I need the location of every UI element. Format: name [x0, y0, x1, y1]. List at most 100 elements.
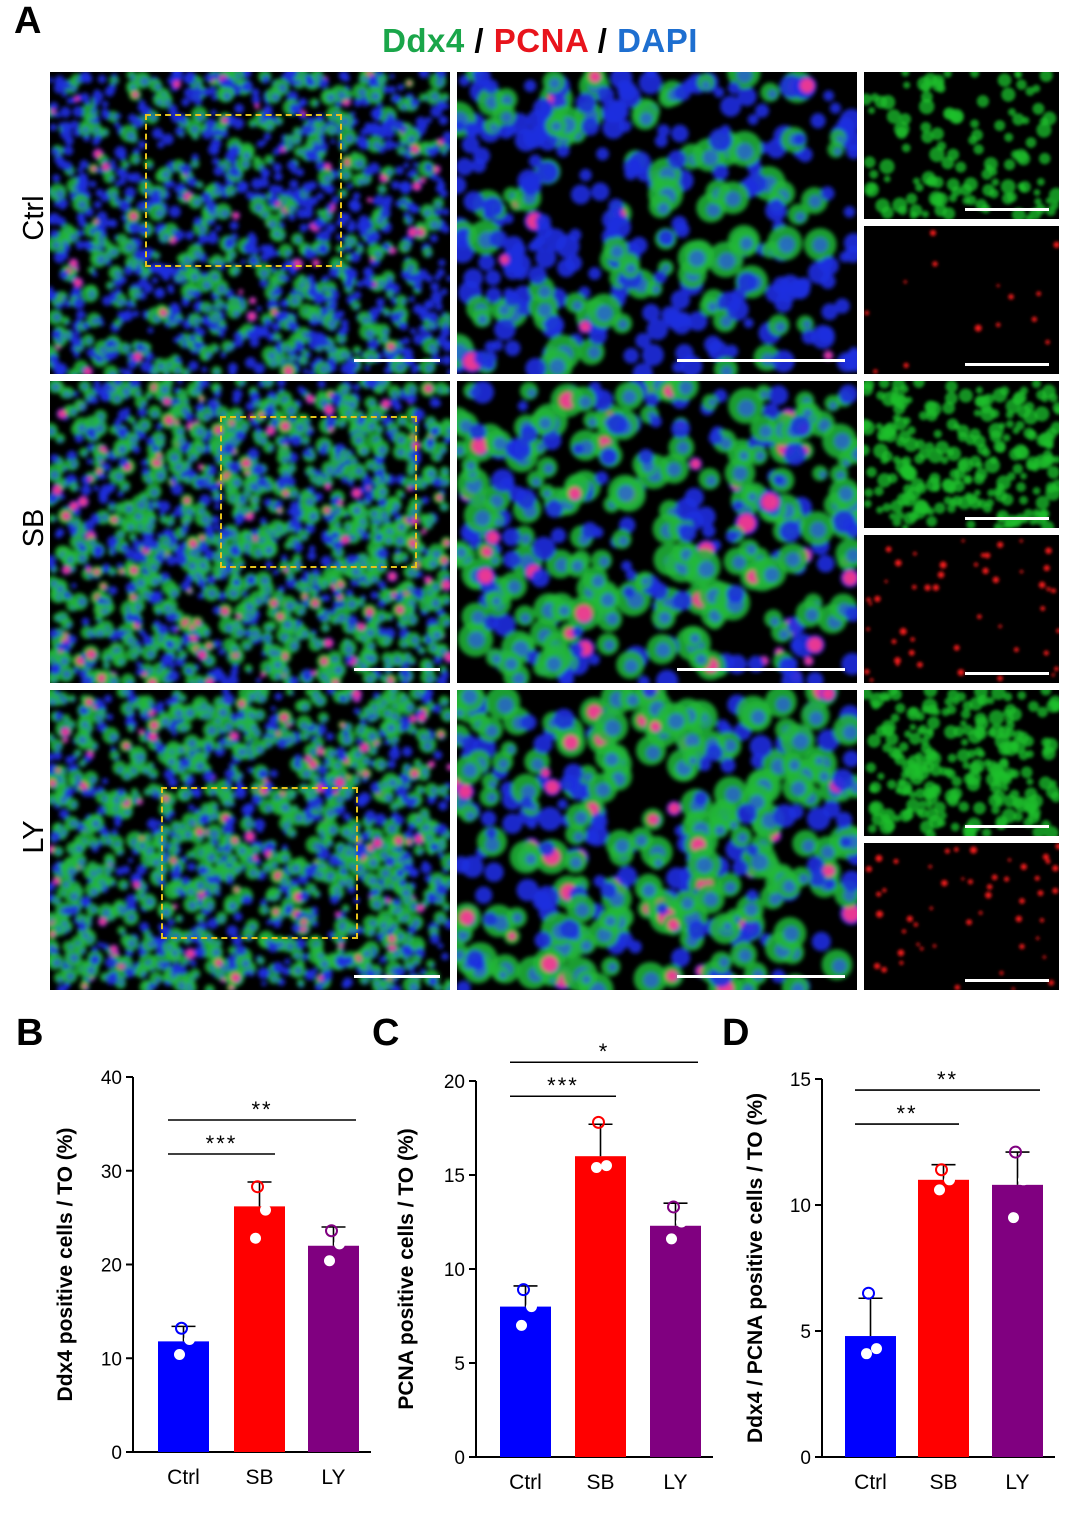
chart-b-ytick-label-3: 30 — [101, 1162, 122, 1183]
scale-bar — [354, 359, 440, 362]
micrograph-ly-ddx4-image — [864, 690, 1059, 836]
chart-d-point-1-1 — [944, 1174, 955, 1186]
chart-b-sig-label-0: *** — [206, 1131, 238, 1156]
chart-c-ytick-label-1: 5 — [454, 1354, 465, 1375]
panel-letter-b: B — [16, 1012, 44, 1054]
micrograph-ctrl-zoom — [457, 72, 857, 374]
scale-bar — [677, 975, 845, 978]
header-ddx4: Ddx4 — [382, 22, 465, 59]
chart-d-ytick-label-2: 10 — [790, 1196, 811, 1217]
micrograph-sb-zoom-image — [457, 381, 857, 683]
chart-c-point-2-2 — [666, 1233, 677, 1245]
chart-d-point-0-2 — [861, 1348, 872, 1360]
chart-b-bar-sb — [234, 1206, 285, 1452]
chart-c-ytick-label-0: 0 — [454, 1448, 465, 1469]
header-sep-1: / — [464, 22, 494, 59]
scale-bar — [677, 668, 845, 671]
chart-c-ytick-label-3: 15 — [444, 1166, 465, 1187]
micrograph-ly-pcna-image — [865, 843, 1059, 990]
chart-b-bar-ly — [308, 1245, 359, 1452]
chart-b-xtick-label-0: Ctrl — [167, 1466, 200, 1489]
scale-bar — [677, 359, 845, 362]
chart-d-bar-sb — [918, 1179, 969, 1457]
chart-d-sig-label-1: ** — [937, 1067, 958, 1092]
chart-b-ytick-label-0: 0 — [111, 1443, 122, 1464]
chart-c-point-0-0 — [517, 1283, 530, 1297]
chart-c-sig-label-0: *** — [547, 1073, 579, 1098]
micrograph-sb-overview — [50, 381, 450, 683]
channel-header: Ddx4 / PCNA / DAPI — [0, 22, 1080, 60]
chart-d-ytick-label-3: 15 — [790, 1070, 811, 1091]
chart-c-point-0-1 — [526, 1301, 537, 1313]
chart-b-ylabel: Ddx4 positive cells / TO (%) — [54, 1128, 77, 1402]
chart-c-point-2-0 — [667, 1200, 680, 1214]
micrograph-sb-ddx4 — [864, 381, 1059, 528]
chart-d-xtick-label-2: LY — [1005, 1471, 1029, 1494]
micrograph-sb-ddx4-image — [864, 381, 1059, 528]
chart-c-bar-ctrl — [500, 1306, 551, 1457]
micrograph-ly-zoom — [457, 690, 857, 990]
micrograph-ctrl-ddx4 — [864, 72, 1059, 219]
chart-d-point-1-0 — [935, 1163, 948, 1177]
chart-c-bar-sb — [575, 1156, 626, 1457]
chart-b-ytick-label-1: 10 — [101, 1349, 122, 1370]
chart-d-xtick-label-1: SB — [929, 1471, 957, 1494]
chart-b-point-2-2 — [324, 1255, 335, 1267]
chart-d-xtick-label-0: Ctrl — [854, 1471, 887, 1494]
scale-bar — [965, 517, 1049, 520]
scale-bar — [354, 668, 440, 671]
micrograph-ly-overview-image — [50, 690, 450, 990]
chart-c-point-1-1 — [601, 1160, 612, 1172]
panel-letter-c: C — [372, 1012, 400, 1054]
header-dapi: DAPI — [617, 22, 698, 59]
chart-b-ytick-label-4: 40 — [101, 1068, 122, 1089]
micrograph-ly-ddx4 — [864, 690, 1059, 836]
chart-d-ytick-label-1: 5 — [800, 1322, 811, 1343]
panel-letter-a: A — [14, 0, 42, 42]
chart-b-point-2-1 — [334, 1238, 345, 1250]
header-pcna: PCNA — [493, 22, 589, 59]
micrograph-ctrl-overview — [50, 72, 450, 374]
micrograph-ly-zoom-image — [457, 690, 857, 990]
micrograph-ctrl-pcna — [864, 226, 1059, 374]
chart-c-sig-label-1: * — [599, 1039, 610, 1064]
chart-c-xtick-label-1: SB — [586, 1471, 614, 1494]
chart-b-point-1-0 — [251, 1180, 264, 1194]
chart-d-bar-ly — [992, 1184, 1043, 1457]
scale-bar — [965, 979, 1049, 982]
chart-d-ytick-label-0: 0 — [800, 1448, 811, 1469]
chart-b-point-1-2 — [250, 1232, 261, 1244]
chart-c-ytick-label-4: 20 — [444, 1072, 465, 1093]
chart-b-point-0-2 — [174, 1349, 185, 1360]
chart-d-point-2-0 — [1009, 1145, 1022, 1159]
chart-c-xtick-label-2: LY — [663, 1471, 687, 1494]
micrograph-ctrl-ddx4-image — [864, 72, 1059, 219]
micrograph-sb-pcna-image — [864, 539, 1059, 682]
chart-c-bar-ly — [650, 1225, 701, 1457]
roi-box — [220, 416, 417, 568]
roi-box — [145, 114, 342, 267]
chart-d-point-0-1 — [871, 1343, 882, 1355]
header-sep-2: / — [588, 22, 618, 59]
micrograph-ctrl-zoom-image — [457, 72, 857, 374]
chart-d-point-1-2 — [934, 1184, 945, 1196]
chart-b-point-0-0 — [175, 1321, 188, 1335]
roi-box — [161, 787, 358, 939]
chart-c-point-1-0 — [592, 1115, 605, 1129]
micrograph-ctrl-pcna-image — [864, 229, 1059, 374]
micrograph-ly-overview — [50, 690, 450, 990]
chart-b-bar-ctrl — [158, 1341, 209, 1452]
chart-c-ytick-label-2: 10 — [444, 1260, 465, 1281]
chart-b-xtick-label-2: LY — [321, 1466, 345, 1489]
chart-d-point-2-2 — [1008, 1212, 1019, 1224]
micrograph-ctrl-overview-image — [50, 72, 450, 374]
chart-c-xtick-label-0: Ctrl — [509, 1471, 542, 1494]
micrograph-sb-overview-image — [50, 381, 450, 683]
chart-c-ylabel: PCNA positive cells / TO (%) — [395, 1128, 418, 1409]
chart-c-point-2-1 — [676, 1216, 687, 1228]
scale-bar — [965, 825, 1049, 828]
micrograph-sb-zoom — [457, 381, 857, 683]
chart-b-xtick-label-1: SB — [245, 1466, 273, 1489]
